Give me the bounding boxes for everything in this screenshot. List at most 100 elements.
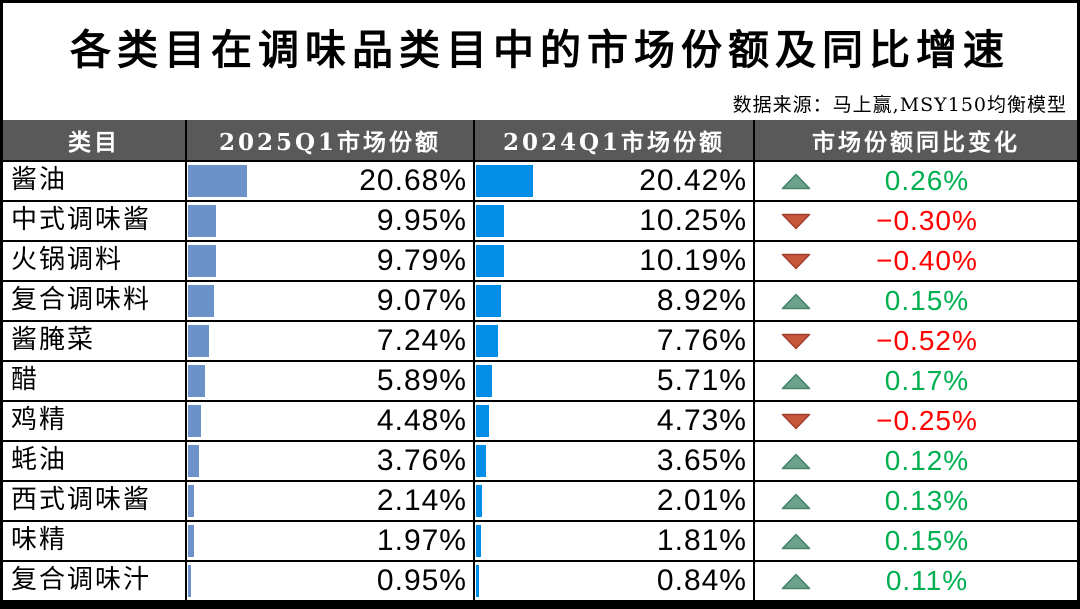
change-cell: −0.52% <box>755 322 1077 360</box>
share-2025-databar <box>188 485 195 517</box>
share-2025-value: 3.76% <box>376 444 467 477</box>
change-cell: 0.15% <box>755 522 1077 560</box>
share-2025-databar <box>188 165 248 197</box>
change-value: −0.25% <box>876 405 978 436</box>
share-2025-cell: 5.89% <box>187 362 475 400</box>
category-cell: 中式调味酱 <box>3 202 187 240</box>
header-share-2024q1: 2024Q1市场份额 <box>475 120 755 160</box>
share-2024-value: 4.73% <box>656 404 747 437</box>
title-area: 各类目在调味品类目中的市场份额及同比增速 数据来源：马上赢,MSY150均衡模型 <box>3 3 1077 120</box>
category-cell: 火锅调料 <box>3 242 187 280</box>
category-label: 火锅调料 <box>11 245 124 275</box>
category-cell: 蚝油 <box>3 442 187 480</box>
category-label: 中式调味酱 <box>11 205 152 235</box>
change-cell: 0.17% <box>755 362 1077 400</box>
market-share-table: 类目 2025Q1市场份额 2024Q1市场份额 市场份额同比变化 酱油 20.… <box>3 120 1077 606</box>
up-triangle-icon <box>781 493 811 509</box>
share-2024-databar <box>476 365 492 397</box>
share-2025-value: 9.07% <box>376 284 467 317</box>
share-2024-cell: 10.25% <box>475 202 755 240</box>
table-row: 味精 1.97% 1.81% 0.15% <box>3 520 1077 560</box>
category-label: 酱腌菜 <box>11 325 96 355</box>
share-2024-value: 10.19% <box>639 244 747 277</box>
share-2024-value: 2.01% <box>656 484 747 517</box>
share-2024-databar <box>476 565 479 597</box>
share-2025-cell: 7.24% <box>187 322 475 360</box>
share-2025-cell: 3.76% <box>187 442 475 480</box>
change-value: 0.11% <box>885 565 969 596</box>
share-2025-cell: 9.07% <box>187 282 475 320</box>
share-2025-databar <box>188 525 194 557</box>
category-cell: 鸡精 <box>3 402 187 440</box>
change-value: 0.15% <box>884 525 970 556</box>
share-2025-databar <box>188 445 199 477</box>
share-2024-cell: 10.19% <box>475 242 755 280</box>
share-2025-databar <box>188 565 191 597</box>
share-2025-value: 2.14% <box>376 484 467 517</box>
share-2024-databar <box>476 485 482 517</box>
up-triangle-icon <box>781 373 811 389</box>
table-row: 复合调味汁 0.95% 0.84% 0.11% <box>3 560 1077 600</box>
share-2024-databar <box>476 445 487 477</box>
down-triangle-icon <box>781 213 811 229</box>
share-2024-cell: 2.01% <box>475 482 755 520</box>
share-2024-cell: 1.81% <box>475 522 755 560</box>
header-share-yoy-change: 市场份额同比变化 <box>812 129 1020 156</box>
table-row: 醋 5.89% 5.71% 0.17% <box>3 360 1077 400</box>
table-header-row: 类目 2025Q1市场份额 2024Q1市场份额 市场份额同比变化 <box>3 120 1077 160</box>
share-2024-databar <box>476 285 501 317</box>
share-2025-cell: 20.68% <box>187 162 475 200</box>
change-value: 0.13% <box>884 485 970 516</box>
change-cell: −0.25% <box>755 402 1077 440</box>
share-2024-databar <box>476 405 490 437</box>
share-2025-cell: 2.14% <box>187 482 475 520</box>
category-cell: 醋 <box>3 362 187 400</box>
page-title: 各类目在调味品类目中的市场份额及同比增速 <box>70 26 1010 74</box>
category-label: 复合调味汁 <box>11 565 152 595</box>
category-label: 西式调味酱 <box>11 485 152 515</box>
share-2025-databar <box>188 405 201 437</box>
category-label: 醋 <box>11 365 40 395</box>
share-2025-value: 1.97% <box>376 524 467 557</box>
share-2025-cell: 4.48% <box>187 402 475 440</box>
share-2025-databar <box>188 285 214 317</box>
up-triangle-icon <box>781 533 811 549</box>
down-triangle-icon <box>781 253 811 269</box>
change-value: 0.12% <box>884 445 970 476</box>
category-cell: 味精 <box>3 522 187 560</box>
change-cell: 0.26% <box>755 162 1077 200</box>
share-2024-databar <box>476 165 533 197</box>
category-label: 酱油 <box>11 165 68 195</box>
share-2025-databar <box>188 245 216 277</box>
share-2025-value: 9.79% <box>376 244 467 277</box>
table-body: 酱油 20.68% 20.42% 0.26% 中式调味酱 9.95% 10.25… <box>3 160 1077 600</box>
share-2024-cell: 7.76% <box>475 322 755 360</box>
up-triangle-icon <box>781 453 811 469</box>
category-label: 复合调味料 <box>11 285 152 315</box>
share-2024-databar <box>476 325 498 357</box>
change-value: 0.17% <box>884 365 970 396</box>
change-value: 0.15% <box>884 285 970 316</box>
share-2024-cell: 8.92% <box>475 282 755 320</box>
share-2024-databar <box>476 205 505 237</box>
share-2025-cell: 9.95% <box>187 202 475 240</box>
share-2025-databar <box>188 205 217 237</box>
share-2024-value: 3.65% <box>656 444 747 477</box>
share-2024-cell: 5.71% <box>475 362 755 400</box>
share-2025-cell: 0.95% <box>187 562 475 600</box>
share-2024-value: 0.84% <box>656 564 747 597</box>
change-cell: −0.30% <box>755 202 1077 240</box>
header-category: 类目 <box>3 120 187 160</box>
change-value: −0.52% <box>876 325 978 356</box>
table-row: 酱油 20.68% 20.42% 0.26% <box>3 160 1077 200</box>
data-source-note: 数据来源：马上赢,MSY150均衡模型 <box>732 94 1067 116</box>
share-2025-databar <box>188 325 209 357</box>
change-value: −0.40% <box>876 245 978 276</box>
up-triangle-icon <box>781 293 811 309</box>
share-2024-cell: 4.73% <box>475 402 755 440</box>
table-row: 酱腌菜 7.24% 7.76% −0.52% <box>3 320 1077 360</box>
share-2025-value: 5.89% <box>376 364 467 397</box>
category-label: 蚝油 <box>11 445 68 475</box>
category-label: 鸡精 <box>11 405 68 435</box>
